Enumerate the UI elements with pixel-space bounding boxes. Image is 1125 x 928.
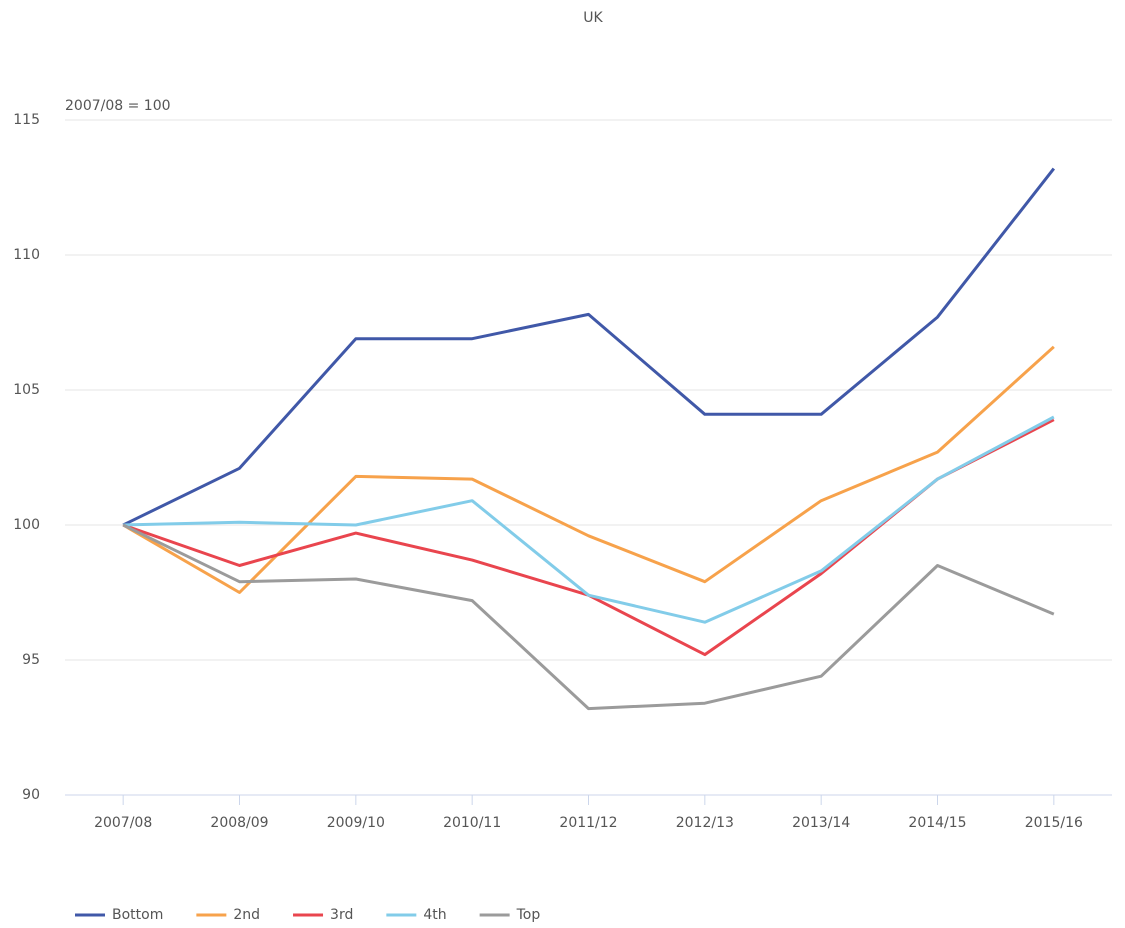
x-tick-label: 2008/09 (210, 815, 268, 831)
x-tick-label: 2012/13 (676, 815, 734, 831)
x-tick-label: 2011/12 (559, 815, 617, 831)
x-tick-label: 2014/15 (908, 815, 966, 831)
series-line (122, 345, 1055, 594)
series-line (122, 167, 1056, 527)
legend-label[interactable]: 2nd (233, 907, 260, 923)
x-tick-label: 2010/11 (443, 815, 501, 831)
annotation: 2007/08 = 100 (65, 98, 171, 114)
legend-label[interactable]: 4th (423, 907, 446, 923)
y-tick-label: 90 (22, 787, 40, 803)
series-line (122, 523, 1055, 711)
y-tick-label: 100 (13, 517, 40, 533)
legend-label[interactable]: 3rd (330, 907, 353, 923)
y-tick-label: 115 (13, 112, 40, 128)
x-tick-label: 2007/08 (94, 815, 152, 831)
series-line (123, 415, 1055, 624)
legend-label[interactable]: Top (516, 907, 541, 923)
x-tick-label: 2015/16 (1025, 815, 1083, 831)
y-tick-label: 95 (22, 652, 40, 668)
x-tick-label: 2009/10 (327, 815, 385, 831)
y-tick-label: 110 (13, 247, 40, 263)
y-tick-label: 105 (13, 382, 40, 398)
chart-title: UK (583, 10, 603, 26)
legend-label[interactable]: Bottom (112, 907, 163, 923)
x-tick-label: 2013/14 (792, 815, 850, 831)
